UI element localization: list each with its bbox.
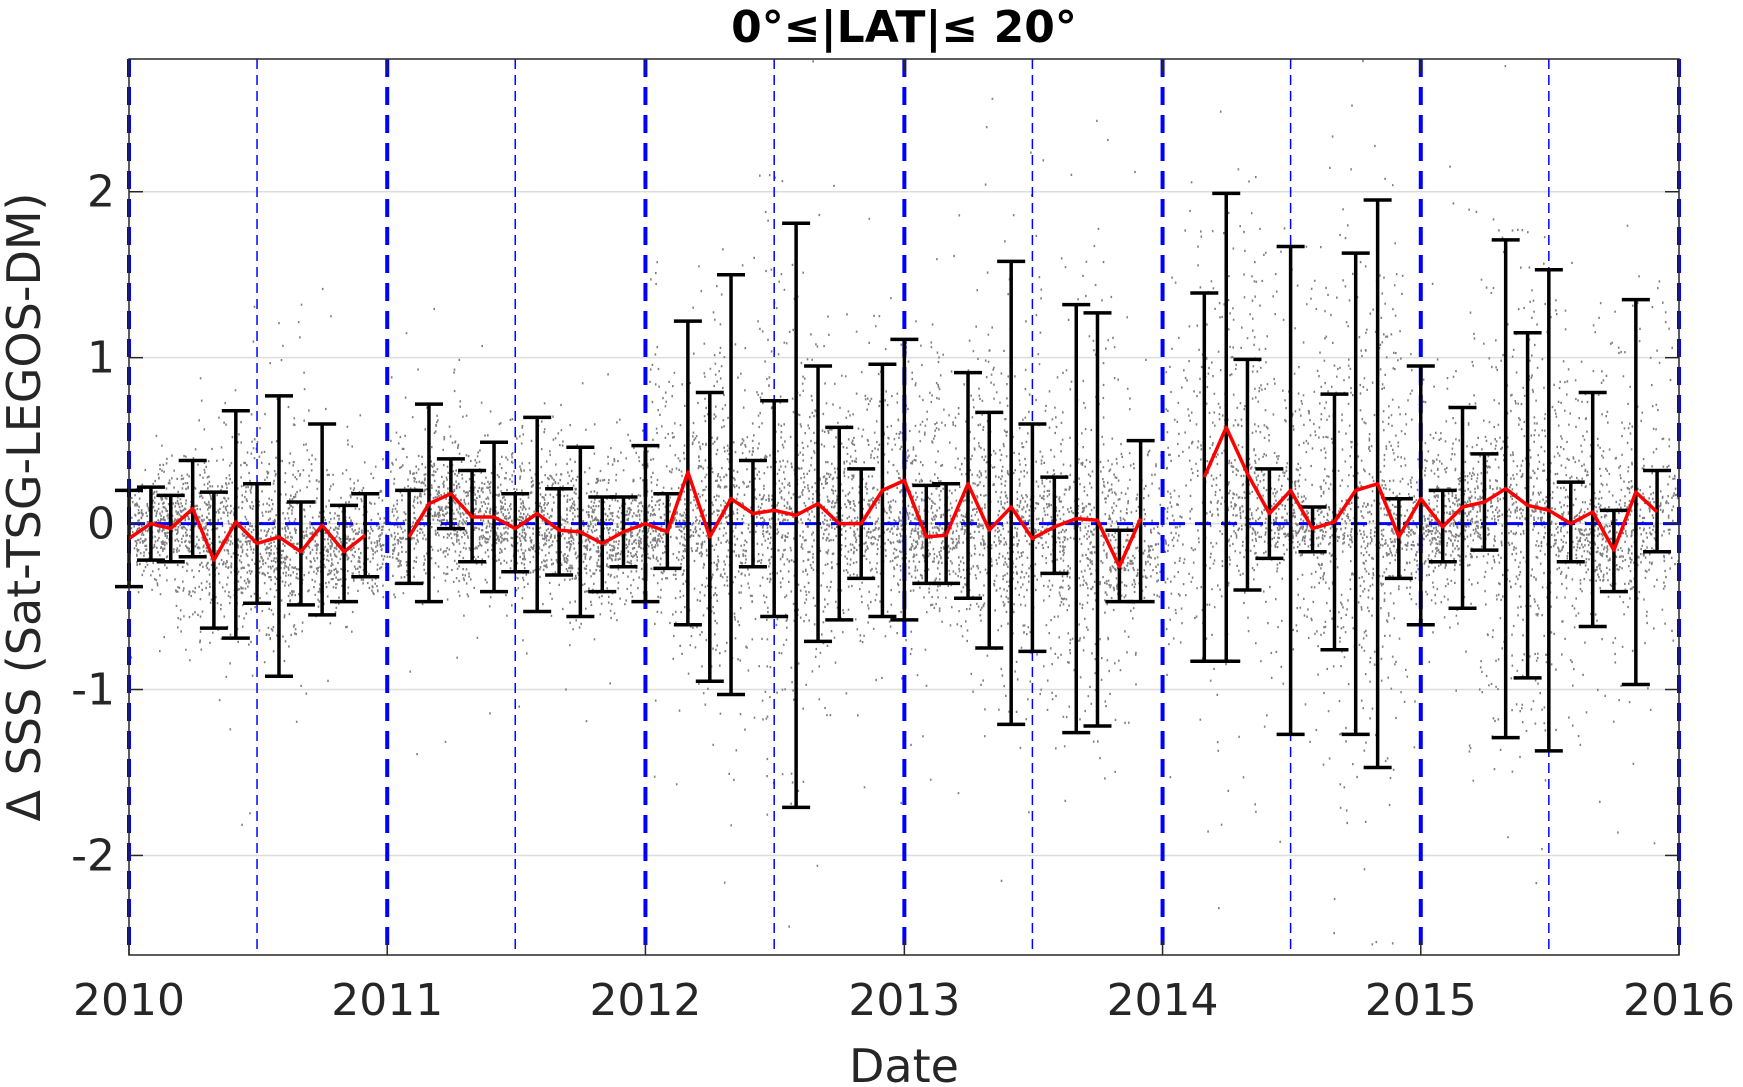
y-ticks: -2 -1 0 1 2 bbox=[71, 167, 1679, 881]
y-tick-label: -1 bbox=[71, 665, 115, 716]
x-tick-label: 2010 bbox=[73, 975, 185, 1026]
y-axis-label: Δ SSS (Sat-TSG-LEGOS-DM) bbox=[0, 193, 51, 822]
mean-line-segment bbox=[1202, 425, 1659, 552]
x-axis-label: Date bbox=[849, 1039, 959, 1087]
x-tick-label: 2016 bbox=[1623, 975, 1735, 1026]
mean-line bbox=[128, 425, 1659, 569]
x-tick-label: 2013 bbox=[848, 975, 960, 1026]
mean-line-segment bbox=[128, 506, 367, 562]
x-ticks: 2010 2011 2012 2013 2014 2015 2016 bbox=[73, 59, 1735, 1026]
mean-line-segment bbox=[407, 470, 1143, 569]
chart-title: 0°≤|LAT|≤ 20° bbox=[731, 2, 1077, 53]
x-tick-label: 2015 bbox=[1365, 975, 1477, 1026]
y-tick-label: 2 bbox=[87, 167, 115, 218]
x-tick-label: 2014 bbox=[1107, 975, 1219, 1026]
y-tick-label: 0 bbox=[87, 499, 115, 550]
x-tick-label: 2012 bbox=[589, 975, 701, 1026]
y-tick-label: -2 bbox=[71, 830, 115, 881]
x-tick-label: 2011 bbox=[331, 975, 443, 1026]
y-tick-label: 1 bbox=[87, 333, 115, 384]
